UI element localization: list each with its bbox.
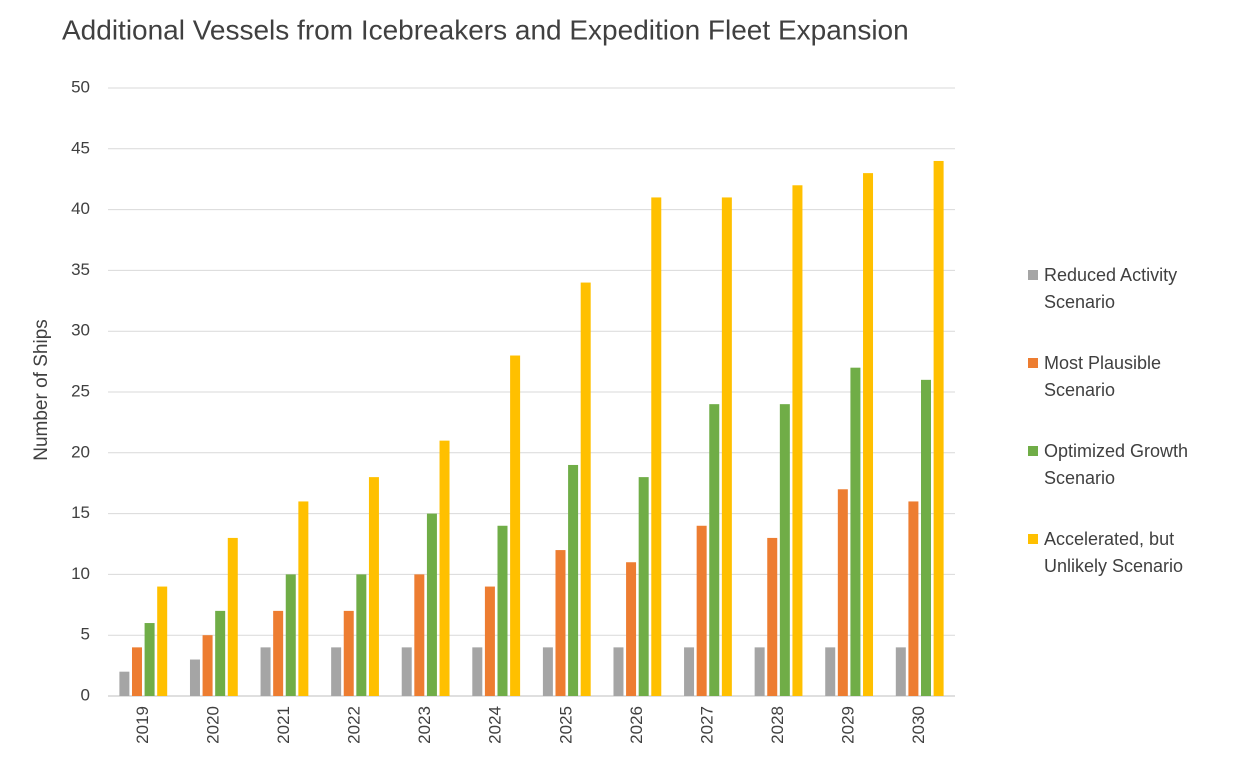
legend-item: Most Plausible Scenario bbox=[1028, 350, 1228, 438]
bar bbox=[343, 610, 354, 696]
bar bbox=[613, 647, 624, 696]
bar bbox=[497, 525, 508, 696]
bar bbox=[555, 550, 566, 696]
bar bbox=[684, 647, 695, 696]
bar bbox=[202, 635, 213, 696]
legend-item: Reduced Activity Scenario bbox=[1028, 262, 1228, 350]
y-tick-label: 25 bbox=[71, 381, 90, 400]
y-axis-label: Number of Ships bbox=[31, 319, 52, 461]
x-tick-label: 2026 bbox=[627, 706, 646, 744]
x-tick-label: 2030 bbox=[909, 706, 928, 744]
bar bbox=[651, 197, 662, 696]
bar bbox=[368, 477, 379, 696]
y-tick-label: 45 bbox=[71, 138, 90, 157]
legend-swatch bbox=[1028, 358, 1038, 368]
bar bbox=[439, 440, 450, 696]
bar bbox=[273, 610, 284, 696]
y-tick-label: 15 bbox=[71, 503, 90, 522]
x-tick-label: 2025 bbox=[556, 706, 575, 744]
y-tick-label: 20 bbox=[71, 442, 90, 461]
bar bbox=[215, 610, 226, 696]
bar bbox=[484, 586, 495, 696]
y-tick-label: 50 bbox=[71, 77, 90, 96]
bar bbox=[863, 173, 874, 696]
bar bbox=[908, 501, 919, 696]
x-tick-label: 2029 bbox=[839, 706, 858, 744]
x-tick-label: 2027 bbox=[697, 706, 716, 744]
bar bbox=[157, 586, 168, 696]
legend-item: Accelerated, but Unlikely Scenario bbox=[1028, 526, 1228, 614]
bar bbox=[709, 404, 720, 696]
bar bbox=[850, 367, 861, 696]
bar bbox=[510, 355, 521, 696]
bar bbox=[131, 647, 142, 696]
bar bbox=[696, 525, 707, 696]
bar bbox=[568, 464, 579, 696]
x-tick-label: 2020 bbox=[203, 706, 222, 744]
bar bbox=[285, 574, 296, 696]
bar bbox=[227, 537, 238, 696]
legend-swatch bbox=[1028, 446, 1038, 456]
legend-label: Reduced Activity Scenario bbox=[1044, 265, 1178, 312]
bar bbox=[721, 197, 732, 696]
chart-title: Additional Vessels from Icebreakers and … bbox=[62, 14, 909, 45]
bar bbox=[144, 623, 155, 696]
bar bbox=[626, 562, 637, 696]
y-tick-label: 35 bbox=[71, 260, 90, 279]
legend-swatch bbox=[1028, 270, 1038, 280]
legend: Reduced Activity Scenario Most Plausible … bbox=[1028, 262, 1228, 614]
y-tick-label: 30 bbox=[71, 321, 90, 340]
bar bbox=[767, 537, 778, 696]
x-tick-label: 2024 bbox=[486, 706, 505, 744]
bar bbox=[119, 671, 130, 696]
x-tick-label: 2019 bbox=[133, 706, 152, 744]
bar bbox=[933, 160, 944, 696]
bar bbox=[825, 647, 836, 696]
bar bbox=[542, 647, 553, 696]
bar bbox=[895, 647, 906, 696]
bar bbox=[779, 404, 790, 696]
bar bbox=[331, 647, 342, 696]
bar bbox=[414, 574, 425, 696]
bar bbox=[401, 647, 412, 696]
bar bbox=[754, 647, 765, 696]
bar bbox=[298, 501, 309, 696]
legend-label: Optimized Growth Scenario bbox=[1044, 441, 1189, 488]
bar bbox=[837, 489, 848, 696]
bar bbox=[356, 574, 367, 696]
bar bbox=[921, 379, 932, 696]
y-tick-label: 5 bbox=[81, 625, 90, 644]
bar bbox=[792, 185, 803, 696]
bar bbox=[638, 477, 649, 696]
x-tick-label: 2021 bbox=[274, 706, 293, 744]
legend-item: Optimized Growth Scenario bbox=[1028, 438, 1228, 526]
y-tick-label: 40 bbox=[71, 199, 90, 218]
bar bbox=[260, 647, 271, 696]
y-tick-label: 0 bbox=[81, 685, 90, 704]
bar bbox=[426, 513, 437, 696]
x-tick-label: 2022 bbox=[345, 706, 364, 744]
bar bbox=[580, 282, 591, 696]
bar bbox=[472, 647, 483, 696]
y-tick-label: 10 bbox=[71, 564, 90, 583]
legend-swatch bbox=[1028, 534, 1038, 544]
x-tick-label: 2028 bbox=[768, 706, 787, 744]
legend-label: Accelerated, but Unlikely Scenario bbox=[1044, 529, 1184, 576]
bar bbox=[189, 659, 200, 696]
x-tick-label: 2023 bbox=[415, 706, 434, 744]
legend-label: Most Plausible Scenario bbox=[1044, 353, 1162, 400]
